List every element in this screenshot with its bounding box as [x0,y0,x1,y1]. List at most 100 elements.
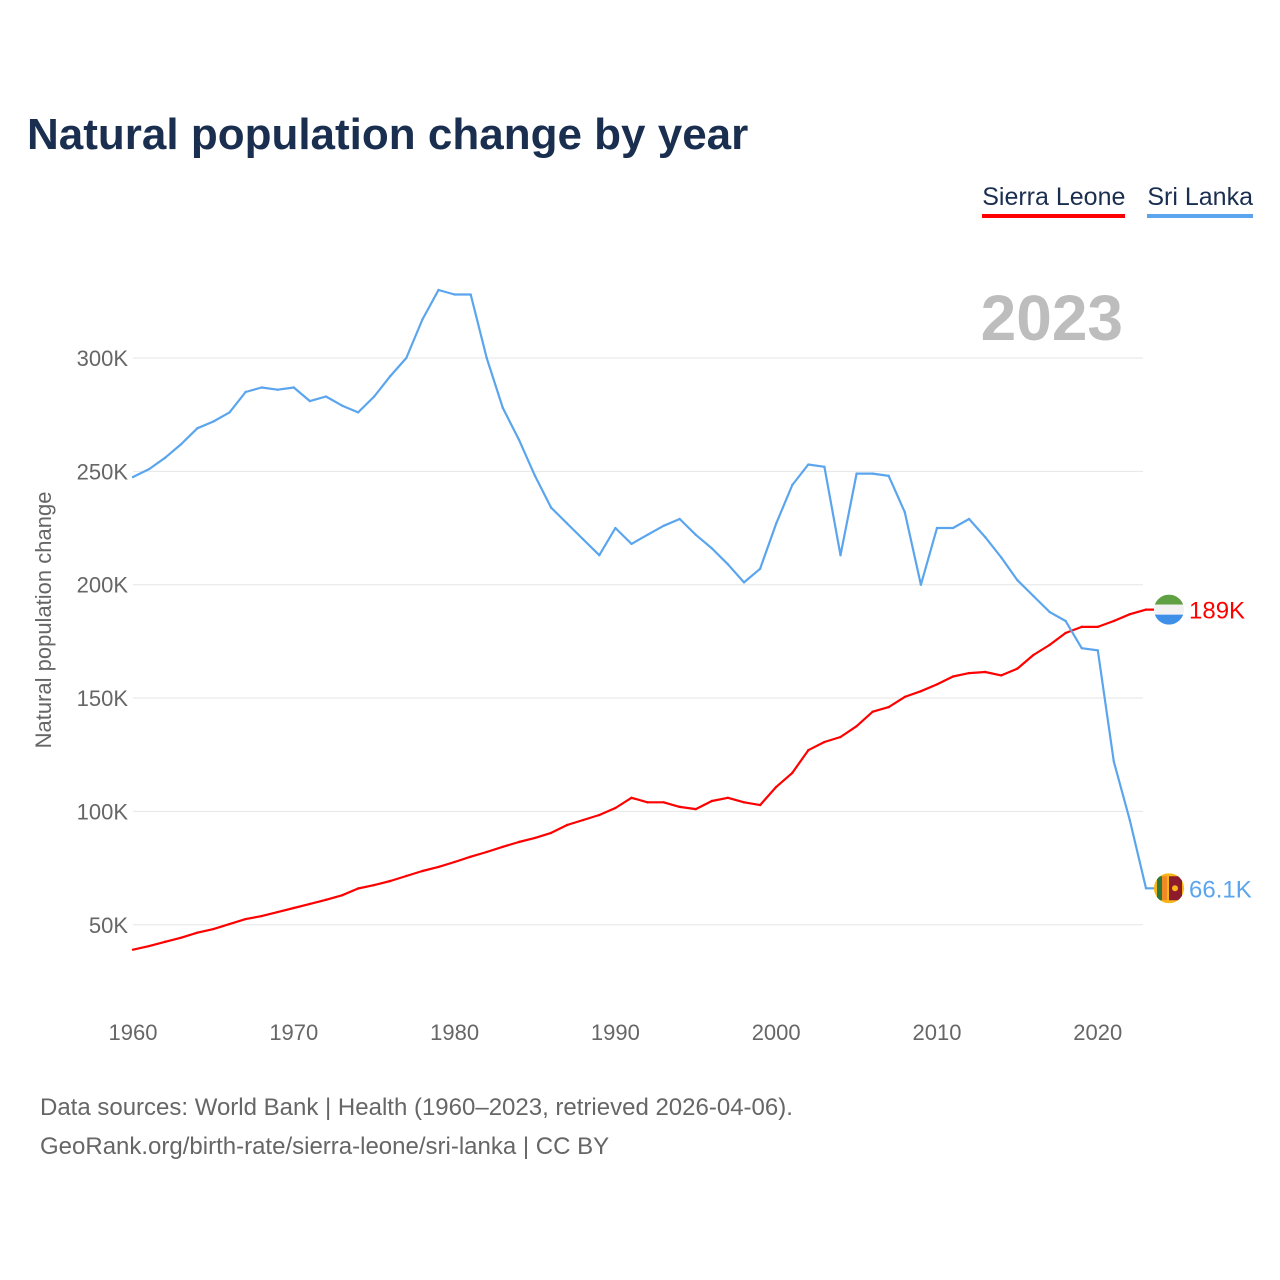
data-point [1112,760,1116,763]
data-point [501,406,505,410]
data-point [887,474,890,478]
data-point [984,535,987,539]
data-source: Data sources: World Bank | Health (1960–… [40,1094,793,1121]
data-point [340,404,344,407]
chart-title: Natural population change by year [27,110,749,159]
data-point [276,388,279,391]
x-tick-label: 1960 [109,1020,158,1045]
footer: Data sources: World Bank | Health (1960–… [40,1088,793,1166]
data-point [951,675,955,678]
data-point [1128,819,1132,822]
data-point [1096,649,1099,652]
data-point [630,796,633,799]
attribution: GeoRank.org/birth-rate/sierra-leone/sri-… [40,1133,610,1160]
data-point [356,411,360,414]
data-point [935,526,939,530]
y-tick-label: 300K [77,346,129,371]
series-line-sierra-leone [132,608,1154,951]
data-point [742,581,746,584]
data-point [437,865,440,869]
data-point [839,735,842,739]
y-tick-label: 150K [77,686,129,711]
data-point [260,914,263,918]
data-point [131,948,135,951]
data-point [131,475,135,479]
data-point [678,805,681,809]
data-point [1032,653,1035,657]
data-point [292,906,295,910]
data-point [517,840,521,844]
data-point [405,874,408,878]
data-point [292,386,295,389]
data-point [1080,646,1083,650]
data-point [598,554,601,557]
data-point [180,936,183,939]
data-point [405,356,408,360]
data-point [308,399,312,403]
legend-item-sri-lanka[interactable]: Sri Lanka [1147,183,1253,218]
data-point [598,813,601,817]
data-point [549,506,553,509]
data-point [1016,667,1019,670]
data-point [726,563,730,566]
data-point [421,869,424,873]
data-point [1064,631,1067,635]
y-tick-label: 50K [89,913,128,938]
data-point [228,411,231,414]
x-tick-label: 2000 [752,1020,801,1045]
data-point [163,940,167,943]
data-point [485,356,488,360]
series-line-sri-lanka [132,288,1154,890]
data-point [919,690,923,693]
data-point [774,785,778,789]
data-point [549,831,553,835]
data-point [582,818,585,822]
data-point [1144,608,1148,611]
data-point [389,879,392,883]
data-point [871,472,874,475]
data-point [855,724,858,728]
data-point [469,293,472,296]
data-point [951,526,955,530]
data-point [646,533,649,537]
x-tick-label: 1970 [269,1020,318,1045]
data-point [646,801,649,804]
y-axis-title: Natural population change [31,492,56,749]
data-point [485,850,488,854]
year-label: 2023 [981,282,1123,354]
legend-item-sierra-leone[interactable]: Sierra Leone [982,183,1126,218]
y-tick-label: 250K [77,459,129,484]
x-tick-label: 1980 [430,1020,479,1045]
data-point [935,683,939,686]
data-point [372,883,376,887]
data-point [614,806,617,810]
data-point [871,710,874,713]
data-point [774,522,778,525]
data-point [147,467,151,471]
data-point [453,293,456,296]
data-point [694,533,697,537]
data-point [437,288,440,292]
data-point [630,542,633,546]
data-point [308,902,312,906]
end-value-label: 189K [1189,598,1245,625]
data-point [919,583,923,586]
data-point [791,771,794,775]
data-point [324,395,328,398]
data-point [1064,619,1067,623]
data-point [501,845,505,848]
data-point [887,705,890,709]
data-point [1096,625,1099,629]
data-point [582,538,585,541]
data-point [163,456,167,459]
data-point [1032,594,1035,598]
data-point [662,524,665,527]
data-point [244,390,247,394]
data-point [196,427,199,430]
data-point [565,522,569,525]
data-point [372,395,376,398]
data-point [1016,578,1019,582]
data-point [710,547,714,550]
data-point [340,894,344,897]
